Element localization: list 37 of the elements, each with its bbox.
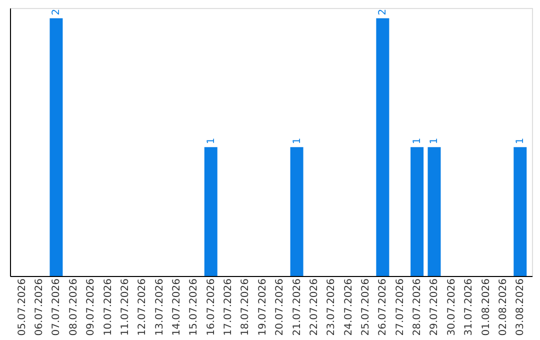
x-tick-label: 18.07.2026 bbox=[240, 278, 252, 336]
x-tick-label: 28.07.2026 bbox=[412, 278, 424, 336]
x-tick-label: 01.08.2026 bbox=[480, 278, 492, 336]
x-tick-label: 06.07.2026 bbox=[34, 278, 46, 336]
x-tick-label: 09.07.2026 bbox=[86, 278, 97, 336]
x-tick-label: 15.07.2026 bbox=[188, 278, 200, 336]
x-tick-label: 25.07.2026 bbox=[360, 278, 372, 336]
data-label: 1 bbox=[412, 138, 424, 144]
x-tick-label: 14.07.2026 bbox=[171, 278, 182, 336]
x-tick-label: 27.07.2026 bbox=[394, 278, 406, 336]
x-tick-label: 31.07.2026 bbox=[464, 278, 475, 336]
x-tick-label: 02.08.2026 bbox=[498, 278, 509, 336]
x-tick-label: 22.07.2026 bbox=[308, 278, 320, 336]
data-label: 2 bbox=[51, 8, 62, 16]
x-tick-label: 10.07.2026 bbox=[102, 278, 114, 336]
x-tick-label: 21.07.2026 bbox=[292, 278, 303, 336]
x-tick-label: 26.07.2026 bbox=[378, 278, 389, 336]
x-tick-label: 16.07.2026 bbox=[206, 278, 217, 336]
x-tick-label: 12.07.2026 bbox=[137, 278, 148, 336]
x-tick-label: 08.07.2026 bbox=[68, 278, 80, 336]
data-label: 1 bbox=[429, 138, 440, 144]
x-tick-label: 07.07.2026 bbox=[51, 278, 62, 336]
x-tick-label: 05.07.2026 bbox=[16, 278, 28, 336]
x-tick-label: 29.07.2026 bbox=[429, 278, 440, 336]
x-tick-label: 17.07.2026 bbox=[223, 278, 234, 336]
x-tick-label: 30.07.2026 bbox=[446, 278, 458, 336]
data-label: 1 bbox=[206, 138, 217, 144]
x-tick-label: 20.07.2026 bbox=[274, 278, 286, 336]
data-label: 1 bbox=[292, 138, 303, 144]
x-tick-label: 13.07.2026 bbox=[154, 278, 166, 336]
data-label: 2 bbox=[378, 8, 389, 16]
x-tick-label: 24.07.2026 bbox=[343, 278, 354, 336]
x-tick-label: 11.07.2026 bbox=[120, 278, 131, 336]
x-tick-label: 03.08.2026 bbox=[515, 278, 526, 336]
x-tick-label: 23.07.2026 bbox=[326, 278, 338, 336]
x-tick-label: 19.07.2026 bbox=[257, 278, 268, 336]
data-label: 1 bbox=[515, 138, 526, 144]
